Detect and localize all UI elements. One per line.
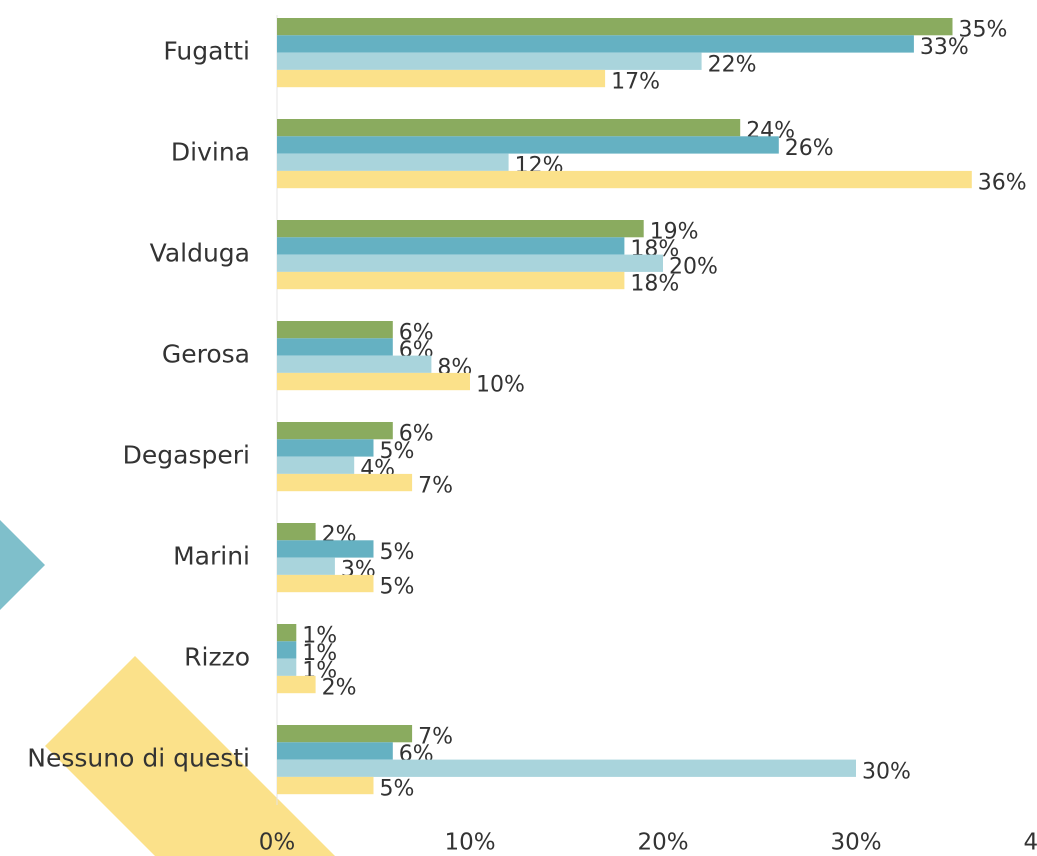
category-label: Degasperi (123, 441, 250, 470)
category-label: Valduga (150, 239, 250, 268)
bar (277, 271, 625, 290)
bar (277, 237, 625, 255)
x-tick-label: 0% (259, 830, 296, 856)
bar (277, 557, 335, 575)
category-label: Marini (173, 542, 250, 571)
value-label: 30% (862, 759, 911, 784)
bar (277, 338, 393, 356)
bar (277, 641, 297, 659)
bar (277, 153, 509, 171)
value-label: 10% (476, 373, 525, 398)
bar (277, 35, 914, 53)
value-label: 1% (302, 624, 337, 649)
category-label: Divina (171, 138, 250, 167)
value-label: 6% (399, 321, 434, 346)
bar (277, 658, 297, 676)
bar (277, 321, 393, 339)
value-label: 35% (959, 18, 1008, 43)
bar (277, 18, 953, 36)
bar (277, 675, 316, 694)
value-label: 36% (978, 171, 1027, 196)
bar (277, 473, 413, 492)
value-label: 5% (380, 777, 415, 802)
category-label: Fugatti (163, 37, 250, 66)
bar (277, 776, 374, 795)
category-label: Nessuno di questi (27, 744, 250, 773)
value-label: 18% (630, 272, 679, 297)
value-label: 7% (418, 474, 453, 499)
bar (277, 456, 355, 474)
bar (277, 355, 432, 373)
bar (277, 624, 297, 642)
value-label: 7% (418, 725, 453, 750)
bar (277, 170, 972, 189)
value-label: 33% (920, 35, 969, 60)
x-tick-label: 40% (1023, 830, 1037, 856)
bar (277, 69, 606, 88)
bar (277, 574, 374, 593)
x-tick-label: 10% (444, 830, 495, 856)
category-label: Rizzo (184, 643, 250, 672)
bar (277, 523, 316, 541)
value-label: 6% (399, 422, 434, 447)
value-label: 5% (380, 439, 415, 464)
value-label: 5% (380, 540, 415, 565)
bar (277, 52, 702, 70)
bar (277, 254, 663, 272)
x-tick-label: 30% (830, 830, 881, 856)
x-tick-label: 20% (637, 830, 688, 856)
bar (277, 725, 413, 743)
bar (277, 220, 644, 238)
bar (277, 119, 741, 137)
bar (277, 136, 779, 154)
bar (277, 439, 374, 457)
decoration-shape (45, 656, 335, 856)
category-label: Gerosa (162, 340, 250, 369)
value-label: 5% (380, 575, 415, 600)
value-label: 1% (302, 641, 337, 666)
bar (277, 372, 470, 391)
value-label: 22% (708, 52, 757, 77)
value-label: 20% (669, 254, 718, 279)
decoration-triangle (0, 520, 45, 610)
value-label: 17% (611, 70, 660, 95)
value-label: 26% (785, 136, 834, 161)
bar (277, 422, 393, 440)
value-label: 19% (650, 220, 699, 245)
value-label: 2% (322, 676, 357, 701)
bar (277, 759, 856, 777)
bar (277, 742, 393, 760)
bar (277, 540, 374, 558)
